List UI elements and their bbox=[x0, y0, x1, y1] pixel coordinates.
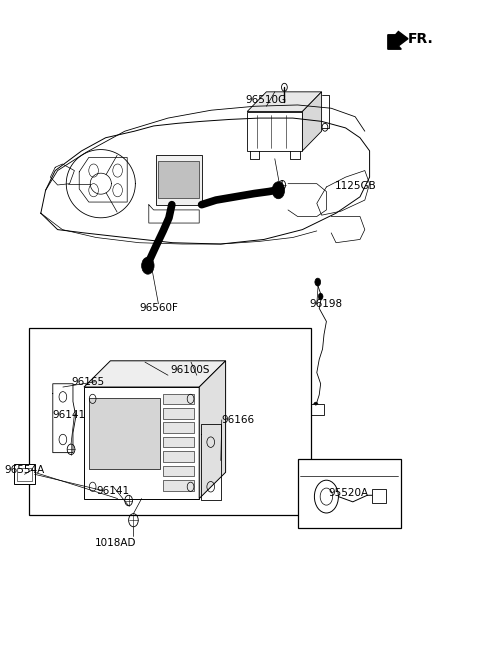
Text: 96166: 96166 bbox=[222, 415, 255, 425]
Circle shape bbox=[318, 293, 323, 300]
Text: FR.: FR. bbox=[408, 31, 434, 46]
Polygon shape bbox=[388, 31, 408, 49]
Bar bbox=[84, 387, 199, 499]
Text: 96141: 96141 bbox=[96, 485, 130, 496]
Bar bbox=[310, 404, 324, 415]
Bar bbox=[163, 466, 194, 476]
Text: 96198: 96198 bbox=[310, 299, 343, 310]
Bar bbox=[163, 480, 194, 491]
Bar bbox=[163, 422, 194, 433]
Bar bbox=[372, 489, 386, 503]
Bar bbox=[158, 161, 199, 198]
Bar bbox=[163, 408, 194, 419]
Text: 96100S: 96100S bbox=[170, 365, 210, 375]
Text: 96141: 96141 bbox=[53, 409, 86, 420]
Bar bbox=[29, 328, 311, 515]
Text: 1018AD: 1018AD bbox=[95, 537, 136, 548]
Circle shape bbox=[313, 402, 318, 409]
Polygon shape bbox=[302, 92, 322, 151]
Circle shape bbox=[142, 257, 154, 274]
Bar bbox=[247, 112, 302, 151]
Text: 95520A: 95520A bbox=[329, 488, 369, 499]
Circle shape bbox=[315, 278, 321, 286]
Bar bbox=[14, 464, 35, 484]
Polygon shape bbox=[247, 92, 322, 112]
Bar bbox=[163, 437, 194, 447]
Text: 96165: 96165 bbox=[71, 377, 104, 387]
Text: 96510G: 96510G bbox=[246, 94, 287, 105]
Text: 1125GB: 1125GB bbox=[335, 180, 376, 191]
Text: 96554A: 96554A bbox=[5, 464, 45, 475]
Bar bbox=[156, 155, 202, 205]
Polygon shape bbox=[199, 361, 226, 499]
Circle shape bbox=[272, 182, 285, 199]
Bar bbox=[17, 468, 32, 481]
Bar bbox=[89, 398, 160, 469]
Bar bbox=[163, 451, 194, 462]
Bar bbox=[163, 394, 194, 404]
Bar bbox=[298, 459, 401, 528]
Polygon shape bbox=[84, 361, 226, 387]
Text: 96560F: 96560F bbox=[139, 303, 178, 314]
